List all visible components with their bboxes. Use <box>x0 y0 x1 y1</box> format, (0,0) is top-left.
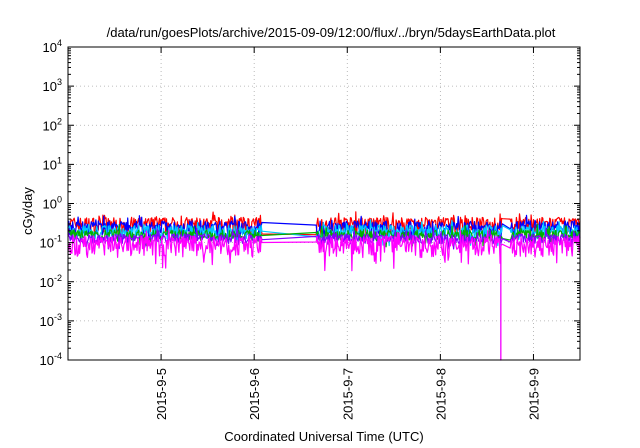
x-tick-label: 2015-9-9 <box>526 368 541 420</box>
grid-lines <box>68 47 580 360</box>
series-line <box>67 229 581 361</box>
y-tick-label: 102 <box>43 116 62 133</box>
y-axis: 10-4 10-3 10-2 10-1 100 101 102 103 104 <box>40 38 580 368</box>
y-axis-label: cGy/day <box>20 187 35 235</box>
y-tick-label: 103 <box>43 77 62 94</box>
y-tick-label: 10-3 <box>40 312 62 329</box>
series-line <box>67 214 580 242</box>
x-axis-label: Coordinated Universal Time (UTC) <box>224 429 423 444</box>
y-tick-label: 10-4 <box>40 351 62 368</box>
chart-title: /data/run/goesPlots/archive/2015-09-09/1… <box>107 25 556 40</box>
x-tick-label: 2015-9-7 <box>340 368 355 420</box>
y-tick-label: 100 <box>43 195 62 212</box>
x-tick-label: 2015-9-6 <box>247 368 262 420</box>
data-series <box>67 211 581 361</box>
x-tick-label: 2015-9-5 <box>154 368 169 420</box>
y-tick-label: 10-1 <box>40 234 62 251</box>
y-tick-label: 101 <box>43 155 62 172</box>
y-tick-label: 10-2 <box>40 273 62 290</box>
x-axis: 2015-9-5 2015-9-6 2015-9-7 2015-9-8 2015-9-9 <box>154 47 541 420</box>
x-tick-label: 2015-9-8 <box>433 368 448 420</box>
series-line <box>67 219 581 247</box>
y-tick-label: 104 <box>43 38 62 55</box>
